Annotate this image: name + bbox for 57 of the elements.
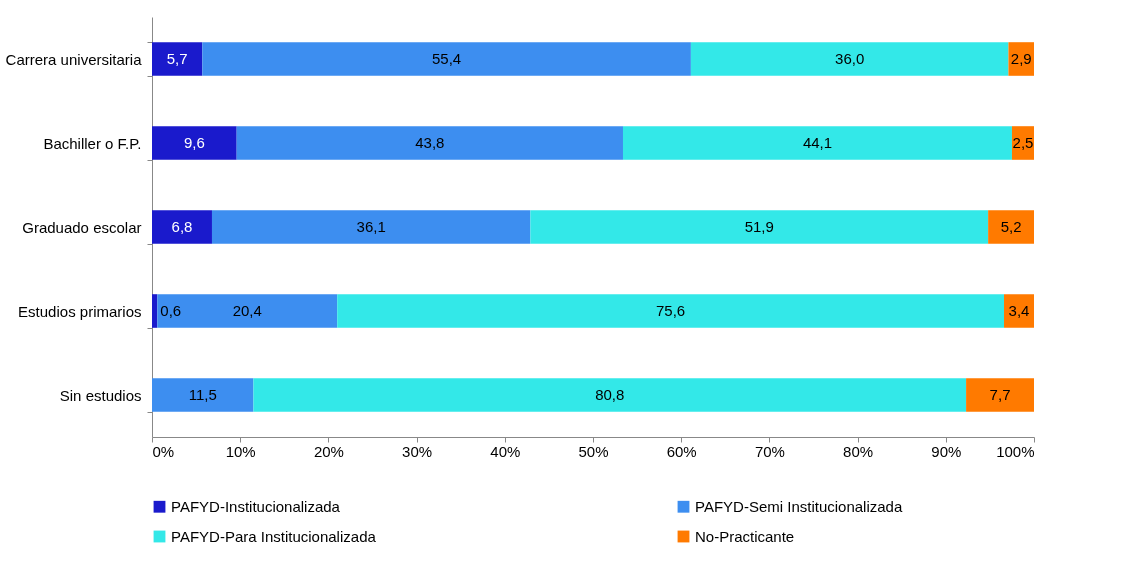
data-label: 36,1 [356,218,386,235]
bar [253,378,967,412]
bar [152,42,203,76]
data-label: 75,6 [656,302,686,319]
data-label: 44,1 [802,134,833,151]
bar [966,378,1034,412]
data-label: 2,9 [1010,50,1032,67]
data-label: 43,8 [415,134,445,151]
y-tick-label: Carrera universitaria [5,50,143,68]
bar [202,42,691,76]
data-label: 7,7 [989,386,1011,403]
legend-label: PAFYD-Para Institucionalizada [171,527,377,545]
y-tick-label: Sin estudios [59,386,142,404]
x-tick-label: 80% [843,442,874,460]
data-label: 51,9 [744,218,774,235]
bar [152,126,237,160]
bar [690,42,1009,76]
bar [622,126,1012,160]
x-tick-label: 40% [490,442,521,460]
data-label: 20,4 [232,302,262,319]
legend-label: PAFYD-Semi Institucionalizada [695,497,903,515]
bar [1004,294,1034,328]
bar [152,378,254,412]
data-label: 2,5 [1012,134,1034,151]
x-tick-label: 10% [225,442,256,460]
bar [236,126,623,160]
x-tick-label: 70% [754,442,785,460]
data-label: 36,0 [835,50,865,67]
data-label: 5,7 [166,50,188,67]
legend-label: No-Practicante [695,527,795,545]
bar [211,210,531,244]
x-tick-label: 0% [152,442,175,460]
data-label: 0,6 [160,302,182,319]
x-tick-label: 50% [578,442,609,460]
x-tick-label: 90% [931,442,962,460]
x-tick-label: 100% [996,442,1035,460]
data-label: 3,4 [1008,302,1030,319]
data-label: 5,2 [1000,218,1022,235]
bar [988,210,1034,244]
data-label: 6,8 [171,218,193,235]
bar [157,294,338,328]
bar [1008,42,1034,76]
data-label: 55,4 [431,50,462,67]
y-tick-label: Bachiller o F.P. [43,134,142,152]
bar [152,294,158,328]
x-tick-label: 20% [313,442,344,460]
y-tick-label: Graduado escolar [22,218,142,236]
x-tick-label: 30% [402,442,433,460]
x-tick-label: 60% [666,442,697,460]
y-tick-label: Estudios primarios [18,302,142,320]
data-label: 9,6 [183,134,205,151]
legend-label: PAFYD-Institucionalizada [171,497,341,515]
bar [152,210,212,244]
data-label: 80,8 [595,386,625,403]
data-label: 11,5 [188,386,217,403]
bar [337,294,1005,328]
bar [530,210,989,244]
